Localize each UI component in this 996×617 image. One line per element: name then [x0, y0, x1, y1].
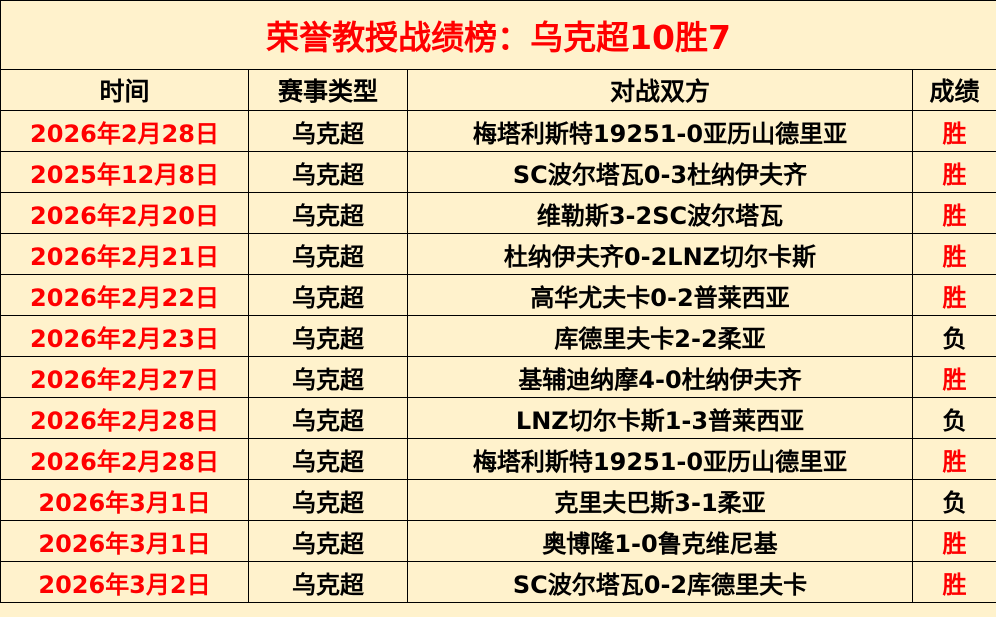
match-cell: 库德里夫卡2-2柔亚 — [407, 315, 913, 357]
table-row: 2026年3月1日 乌克超 奥博隆1-0鲁克维尼基胜 — [0, 520, 996, 562]
date-cell: 2026年2月21日 — [0, 233, 249, 275]
match-cell: 克里夫巴斯3-1柔亚 — [407, 479, 913, 521]
result-cell: 胜 — [911, 520, 996, 562]
date-cell: 2026年2月23日 — [0, 315, 249, 357]
table-row: 2026年3月1日 乌克超 克里夫巴斯3-1柔亚负 — [0, 479, 996, 521]
date-cell: 2025年12月8日 — [0, 151, 249, 193]
table-row: 2026年2月28日 乌克超 梅塔利斯特19251-0亚历山德里亚胜 — [0, 438, 996, 480]
date-cell: 2026年2月28日 — [0, 110, 249, 152]
league-cell: 乌克超 — [248, 192, 408, 234]
result-cell: 胜 — [911, 274, 996, 316]
match-cell: LNZ切尔卡斯1-3普莱西亚 — [407, 397, 913, 439]
date-cell: 2026年3月2日 — [0, 561, 249, 603]
table-body: 2026年2月28日 乌克超 梅塔利斯特19251-0亚历山德里亚胜 2025年12月… — [0, 110, 996, 603]
table-row: 2026年2月23日 乌克超 库德里夫卡2-2柔亚负 — [0, 315, 996, 357]
table-row: 2026年2月28日 乌克超 LNZ切尔卡斯1-3普莱西亚负 — [0, 397, 996, 439]
league-cell: 乌克超 — [248, 151, 408, 193]
league-cell: 乌克超 — [248, 520, 408, 562]
match-cell: 基辅迪纳摩4-0杜纳伊夫齐 — [407, 356, 913, 398]
header-time: 时间 — [0, 69, 249, 111]
table-title: 荣誉教授战绩榜：乌克超10胜7 — [0, 0, 996, 70]
result-cell: 胜 — [911, 151, 996, 193]
date-cell: 2026年2月22日 — [0, 274, 249, 316]
header-result: 成绩 — [911, 69, 996, 111]
result-cell: 胜 — [911, 438, 996, 480]
result-cell: 胜 — [911, 233, 996, 275]
date-cell: 2026年2月20日 — [0, 192, 249, 234]
date-cell: 2026年2月28日 — [0, 438, 249, 480]
league-cell: 乌克超 — [248, 356, 408, 398]
match-cell: SC波尔塔瓦0-3杜纳伊夫齐 — [407, 151, 913, 193]
table-row: 2025年12月8日 乌克超 SC波尔塔瓦0-3杜纳伊夫齐胜 — [0, 151, 996, 193]
league-cell: 乌克超 — [248, 274, 408, 316]
table-row: 2026年3月2日 乌克超 SC波尔塔瓦0-2库德里夫卡胜 — [0, 561, 996, 603]
result-cell: 胜 — [911, 561, 996, 603]
league-cell: 乌克超 — [248, 479, 408, 521]
league-cell: 乌克超 — [248, 397, 408, 439]
date-cell: 2026年2月28日 — [0, 397, 249, 439]
table-row: 2026年2月22日 乌克超 高华尤夫卡0-2普莱西亚胜 — [0, 274, 996, 316]
result-cell: 胜 — [911, 110, 996, 152]
result-cell: 胜 — [911, 192, 996, 234]
date-cell: 2026年2月27日 — [0, 356, 249, 398]
table-row: 2026年2月28日 乌克超 梅塔利斯特19251-0亚历山德里亚胜 — [0, 110, 996, 152]
record-table: 荣誉教授战绩榜：乌克超10胜7 时间 赛事类型 对战双方 成绩 2026年2月2… — [0, 0, 996, 603]
result-cell: 负 — [911, 397, 996, 439]
league-cell: 乌克超 — [248, 315, 408, 357]
league-cell: 乌克超 — [248, 110, 408, 152]
match-cell: 梅塔利斯特19251-0亚历山德里亚 — [407, 110, 913, 152]
table-row: 2026年2月27日 乌克超 基辅迪纳摩4-0杜纳伊夫齐胜 — [0, 356, 996, 398]
match-cell: 梅塔利斯特19251-0亚历山德里亚 — [407, 438, 913, 480]
match-cell: 杜纳伊夫齐0-2LNZ切尔卡斯 — [407, 233, 913, 275]
header-league: 赛事类型 — [248, 69, 408, 111]
league-cell: 乌克超 — [248, 233, 408, 275]
match-cell: 维勒斯3-2SC波尔塔瓦 — [407, 192, 913, 234]
match-cell: SC波尔塔瓦0-2库德里夫卡 — [407, 561, 913, 603]
league-cell: 乌克超 — [248, 438, 408, 480]
league-cell: 乌克超 — [248, 561, 408, 603]
result-cell: 负 — [911, 479, 996, 521]
header-match: 对战双方 — [407, 69, 913, 111]
result-cell: 胜 — [911, 356, 996, 398]
date-cell: 2026年3月1日 — [0, 520, 249, 562]
match-cell: 高华尤夫卡0-2普莱西亚 — [407, 274, 913, 316]
table-row: 2026年2月21日 乌克超 杜纳伊夫齐0-2LNZ切尔卡斯胜 — [0, 233, 996, 275]
table-row: 2026年2月20日 乌克超 维勒斯3-2SC波尔塔瓦胜 — [0, 192, 996, 234]
result-cell: 负 — [911, 315, 996, 357]
date-cell: 2026年3月1日 — [0, 479, 249, 521]
match-cell: 奥博隆1-0鲁克维尼基 — [407, 520, 913, 562]
